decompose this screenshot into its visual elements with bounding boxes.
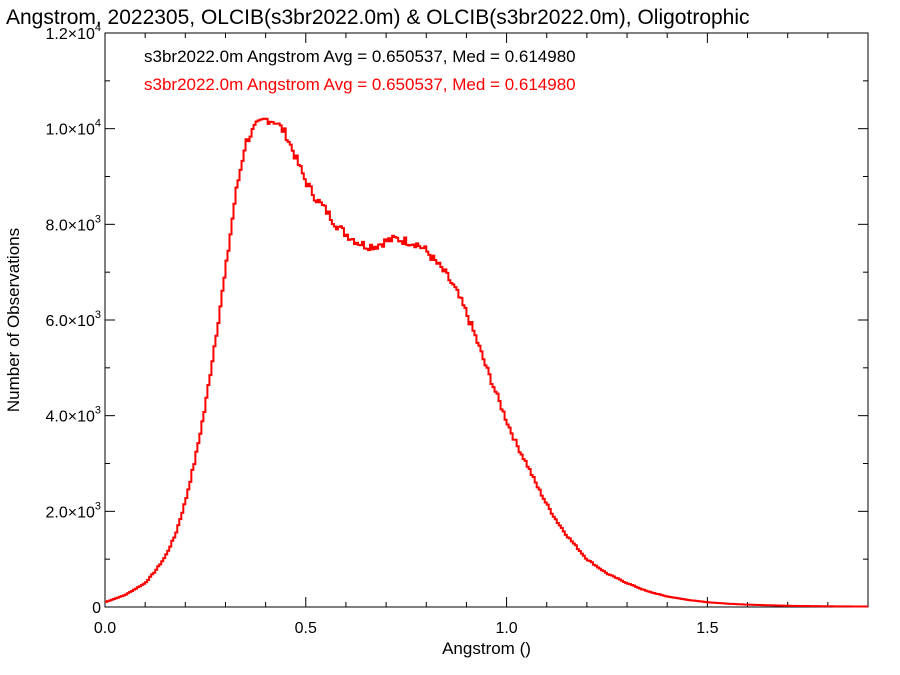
- histogram-series-line: [105, 117, 868, 608]
- legend-entry: s3br2022.0m Angstrom Avg = 0.650537, Med…: [144, 75, 576, 94]
- x-tick-label: 1.5: [696, 620, 718, 637]
- y-tick-label: 0: [92, 600, 101, 617]
- x-tick-label: 0.5: [295, 620, 317, 637]
- series-group: [105, 117, 868, 608]
- y-tick-label: 8.0×103: [45, 213, 101, 234]
- legend: s3br2022.0m Angstrom Avg = 0.650537, Med…: [144, 47, 576, 94]
- y-tick-label: 6.0×103: [45, 309, 101, 330]
- x-axis: 0.0 0.5 1.0 1.5: [94, 33, 829, 637]
- legend-entry: s3br2022.0m Angstrom Avg = 0.650537, Med…: [144, 47, 576, 66]
- y-tick-label: 1.2×104: [45, 22, 101, 43]
- x-axis-label: Angstrom (): [442, 639, 531, 658]
- chart-title: Angstrom, 2022305, OLCIB(s3br2022.0m) & …: [6, 6, 750, 29]
- y-tick-label: 4.0×103: [45, 405, 101, 426]
- x-tick-label: 0.0: [94, 620, 116, 637]
- y-tick-label: 2.0×103: [45, 500, 101, 521]
- y-axis-label: Number of Observations: [4, 228, 23, 412]
- y-axis: 0 2.0×103 4.0×103 6.0×103 8.0×103 1.0×104 1.2×…: [45, 22, 868, 617]
- x-tick-label: 1.0: [495, 620, 517, 637]
- y-tick-label: 1.0×104: [45, 118, 101, 139]
